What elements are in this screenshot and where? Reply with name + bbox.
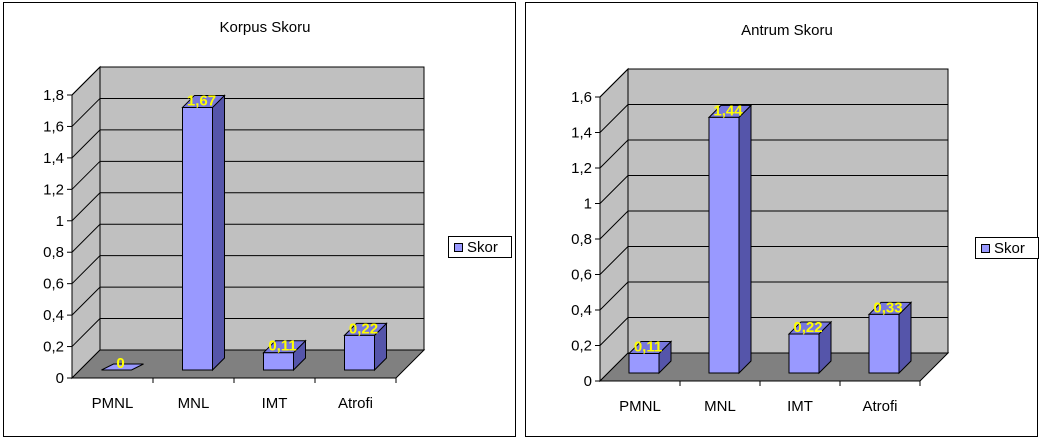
gridline bbox=[71, 255, 424, 285]
chart-korpus-skoru: Korpus Skoru 0 0,2 0,4 0,6 0,8 1 1,2 1,4 1,6 1,8 PM… bbox=[3, 2, 516, 437]
bar bbox=[101, 363, 144, 371]
y-tick-label: 0,2 bbox=[571, 338, 592, 355]
y-tick-label: 0 bbox=[584, 373, 592, 390]
legend-korpus: Skor bbox=[448, 236, 512, 258]
chart-title: Korpus Skoru bbox=[220, 19, 311, 36]
x-tick-label: MNL bbox=[178, 395, 210, 412]
gridline bbox=[71, 97, 424, 127]
y-tick-label: 1 bbox=[584, 196, 592, 213]
y-tick-label: 1,2 bbox=[43, 181, 64, 198]
gridline bbox=[71, 129, 424, 159]
gridline bbox=[599, 246, 948, 275]
bar bbox=[181, 94, 226, 372]
bar bbox=[343, 322, 388, 372]
gridline bbox=[71, 318, 424, 347]
x-tick-label: MNL bbox=[704, 398, 736, 415]
x-tick-label: IMT bbox=[787, 398, 813, 415]
gridline bbox=[71, 160, 424, 190]
bar bbox=[787, 320, 833, 375]
x-tick-label: Atrofi bbox=[338, 395, 373, 412]
y-tick-label: 1,2 bbox=[571, 160, 592, 177]
x-tick-label: IMT bbox=[262, 395, 288, 412]
chart-panel-korpus: Korpus Skoru 0 0,2 0,4 0,6 0,8 1 1,2 1,4 1,6 1,8 PM… bbox=[3, 0, 519, 437]
chart-antrum-skoru: Antrum Skoru 0 0,2 0,4 0,6 0,8 1 1,2 1,4 1,6 PMNL 0… bbox=[525, 2, 1038, 437]
gridline bbox=[599, 175, 948, 204]
gridline bbox=[71, 223, 424, 253]
y-tick-label: 1 bbox=[56, 213, 64, 230]
bar bbox=[707, 104, 753, 375]
gridline bbox=[71, 192, 424, 222]
legend-label: Skor bbox=[994, 239, 1025, 257]
y-tick-label: 1,4 bbox=[571, 125, 592, 142]
y-tick-label: 0,4 bbox=[571, 302, 592, 319]
x-tick-label: PMNL bbox=[619, 398, 661, 415]
gridline bbox=[71, 66, 424, 96]
data-label: 0,22 bbox=[349, 320, 378, 337]
y-tick-label: 0,4 bbox=[43, 307, 64, 324]
y-tick-label: 0,2 bbox=[43, 339, 64, 356]
data-label: 0,33 bbox=[873, 299, 902, 316]
bar bbox=[627, 340, 673, 375]
gridline bbox=[599, 317, 948, 346]
y-tick-label: 0,8 bbox=[43, 244, 64, 261]
legend-antrum: Skor bbox=[975, 237, 1039, 259]
gridline bbox=[599, 139, 948, 169]
gridline bbox=[599, 104, 948, 133]
gridline bbox=[71, 286, 424, 316]
x-tick-label: PMNL bbox=[92, 395, 134, 412]
data-label: 0,22 bbox=[793, 319, 822, 336]
data-label: 0,11 bbox=[268, 338, 296, 355]
plot-side-wall bbox=[71, 65, 101, 380]
y-tick-label: 0,8 bbox=[571, 231, 592, 248]
gridline bbox=[599, 281, 948, 311]
legend-label: Skor bbox=[467, 238, 498, 256]
bar bbox=[867, 301, 913, 375]
y-tick-label: 0 bbox=[56, 370, 64, 387]
data-label: 0,11 bbox=[634, 338, 662, 355]
gridline bbox=[599, 68, 948, 98]
chart-title: Antrum Skoru bbox=[741, 22, 833, 39]
y-tick-label: 1,4 bbox=[43, 150, 64, 167]
y-tick-label: 1,8 bbox=[43, 87, 64, 104]
bar bbox=[262, 339, 307, 372]
y-tick-label: 1,6 bbox=[43, 118, 64, 135]
x-tick-label: Atrofi bbox=[862, 398, 897, 415]
data-label: 1,44 bbox=[713, 102, 743, 119]
legend-swatch bbox=[981, 243, 990, 253]
data-label: 0 bbox=[116, 355, 124, 372]
gridline bbox=[599, 210, 948, 240]
plot-back-wall bbox=[99, 66, 425, 351]
data-label: 1,67 bbox=[187, 92, 216, 109]
legend-swatch bbox=[454, 242, 463, 252]
y-tick-label: 0,6 bbox=[571, 267, 592, 284]
chart-panel-antrum: Antrum Skoru 0 0,2 0,4 0,6 0,8 1 1,2 1,4 1,6 PMNL 0… bbox=[525, 0, 1041, 437]
y-tick-label: 0,6 bbox=[43, 276, 64, 293]
y-tick-label: 1,6 bbox=[571, 89, 592, 106]
